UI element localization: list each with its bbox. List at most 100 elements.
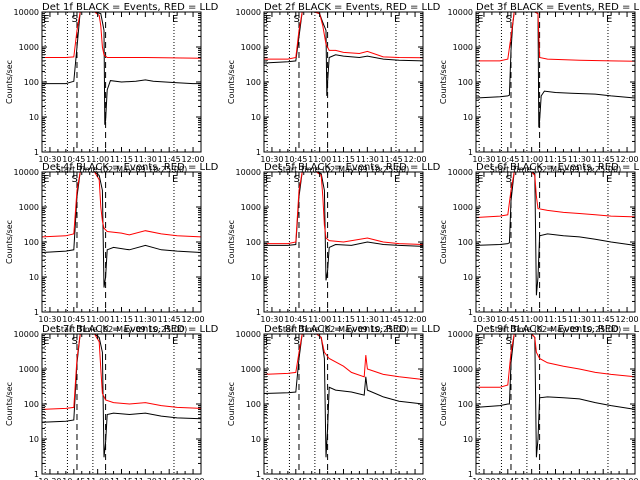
series-line-red: [42, 12, 201, 59]
y-axis-label: Counts/sec: [5, 220, 14, 264]
y-tick-label: 1000: [453, 203, 473, 212]
plot-area: [264, 172, 423, 312]
plot-area: [264, 334, 423, 474]
series-line-red: [476, 172, 635, 218]
plot-frame: [263, 333, 424, 475]
panel-title: Det 1f BLACK = Events, RED = LLD: [42, 2, 219, 13]
y-tick-label: 1: [468, 148, 473, 157]
start-e-label: E: [265, 14, 271, 25]
end-e-label: E: [606, 174, 612, 185]
x-tick-label: 12:00: [182, 315, 205, 324]
x-axis-label: Start Time (02-May-09 10:25:00): [56, 325, 187, 334]
y-tick-label: 10000: [236, 8, 261, 17]
x-tick-label: 11:00: [520, 315, 543, 324]
start-e-label: E: [477, 336, 483, 347]
x-tick-label: 10:45: [284, 155, 307, 164]
series-line-red: [42, 172, 201, 238]
x-tick-label: 10:45: [284, 315, 307, 324]
series-line-red: [264, 172, 423, 245]
y-tick-label: 100: [458, 78, 473, 87]
flare-s-label: S: [505, 14, 511, 25]
y-tick-label: 1: [468, 470, 473, 479]
y-tick-label: 1: [256, 148, 261, 157]
y-tick-label: 10: [251, 113, 261, 122]
plot-area: [42, 334, 201, 474]
series-line-black: [476, 172, 635, 296]
x-tick-label: 12:00: [182, 155, 205, 164]
panel-title: Det 7f BLACK = Events, RED = LLD: [42, 324, 219, 335]
panel-title: Det 5f BLACK = Events, RED = LLD: [264, 162, 441, 173]
x-tick-label: 10:30: [260, 315, 283, 324]
series-line-black: [476, 12, 635, 128]
plot-area: [42, 12, 201, 152]
x-tick-label: 11:30: [356, 477, 379, 480]
flare-s-label: S: [293, 174, 299, 185]
y-axis-label: Counts/sec: [439, 60, 448, 104]
plot-area: [476, 12, 635, 152]
flare-s-label: S: [71, 174, 77, 185]
y-tick-label: 1000: [19, 203, 39, 212]
x-tick-label: 12:00: [404, 315, 427, 324]
y-tick-label: 100: [246, 400, 261, 409]
start-e-label: E: [477, 14, 483, 25]
y-tick-label: 1: [34, 470, 39, 479]
end-e-label: E: [394, 336, 400, 347]
x-tick-label: 11:15: [110, 155, 133, 164]
flare-s-label: S: [71, 14, 77, 25]
x-axis-label: Start Time (02-May-09 10:25:00): [278, 165, 409, 174]
y-tick-label: 10000: [448, 8, 473, 17]
series-line-black: [264, 12, 423, 96]
x-axis-label: Start Time (02-May-09 10:25:00): [56, 165, 187, 174]
plot-frame: [475, 11, 636, 153]
y-tick-label: 1: [256, 470, 261, 479]
plot-area: [476, 172, 635, 312]
flare-s-label: S: [505, 336, 511, 347]
x-tick-label: 11:15: [110, 315, 133, 324]
flare-s-label: S: [71, 336, 77, 347]
y-tick-label: 1000: [19, 43, 39, 52]
x-tick-label: 11:30: [356, 315, 379, 324]
y-tick-label: 10000: [236, 330, 261, 339]
x-tick-label: 10:45: [62, 477, 85, 480]
y-tick-label: 10: [29, 113, 39, 122]
x-tick-label: 11:15: [332, 477, 355, 480]
y-tick-label: 10: [251, 435, 261, 444]
x-tick-label: 11:45: [592, 155, 615, 164]
y-axis-label: Counts/sec: [227, 60, 236, 104]
end-e-label: E: [172, 14, 178, 25]
x-tick-label: 10:45: [496, 315, 519, 324]
x-tick-label: 10:30: [260, 155, 283, 164]
panel-title: Det 3f BLACK = Events, RED = LLD: [476, 2, 640, 13]
x-tick-label: 11:00: [86, 477, 109, 480]
flare-s-label: S: [293, 336, 299, 347]
y-tick-label: 1: [256, 308, 261, 317]
end-e-label: E: [606, 336, 612, 347]
series-line-black: [42, 334, 201, 458]
x-tick-label: 10:45: [284, 477, 307, 480]
x-tick-label: 10:30: [472, 155, 495, 164]
start-e-label: E: [43, 174, 49, 185]
x-tick-label: 10:30: [472, 477, 495, 480]
x-tick-label: 10:45: [62, 315, 85, 324]
x-tick-label: 11:15: [332, 315, 355, 324]
start-e-label: E: [477, 174, 483, 185]
series-line-red: [264, 12, 423, 60]
y-tick-label: 1000: [241, 203, 261, 212]
y-tick-label: 100: [24, 400, 39, 409]
y-tick-label: 10000: [14, 330, 39, 339]
y-tick-label: 1: [34, 308, 39, 317]
y-tick-label: 10: [463, 273, 473, 282]
plot-area: [264, 12, 423, 152]
y-tick-label: 10: [29, 273, 39, 282]
flare-s-label: S: [293, 14, 299, 25]
x-axis-label: Start Time (02-May-09 10:25:00): [490, 165, 621, 174]
x-tick-label: 11:15: [544, 155, 567, 164]
panel-title: Det 6f BLACK = Events, RED = LLD: [476, 162, 640, 173]
series-line-black: [264, 172, 423, 281]
start-e-label: E: [265, 174, 271, 185]
